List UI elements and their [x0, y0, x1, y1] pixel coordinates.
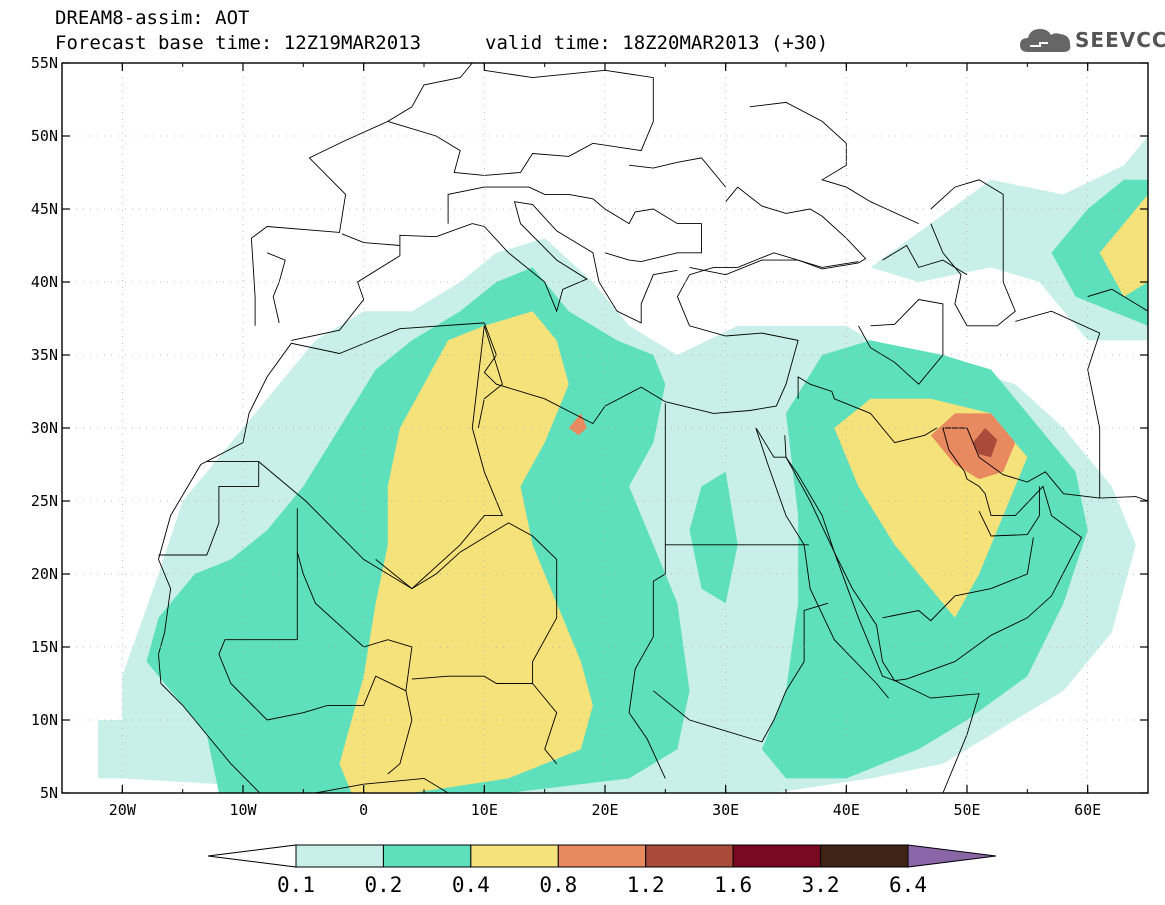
country-border	[978, 486, 1040, 537]
coastline	[755, 427, 889, 699]
country-border	[411, 675, 533, 684]
country-border	[882, 244, 968, 276]
colorbar-box	[820, 844, 909, 868]
x-tick-label: 10W	[229, 801, 257, 819]
country-border	[258, 461, 558, 765]
y-tick-label: 20N	[31, 565, 58, 583]
coastline	[291, 201, 678, 341]
coastline	[755, 427, 980, 793]
colorbar-label: 0.8	[539, 873, 577, 897]
country-border	[653, 602, 829, 743]
y-tick-label: 30N	[31, 419, 58, 437]
y-tick-label: 40N	[31, 273, 58, 291]
coastline	[942, 427, 1148, 502]
colorbar-box	[645, 844, 734, 868]
country-border	[218, 551, 413, 721]
aot-band-1.2-1.6	[973, 428, 998, 458]
y-tick-label: 55N	[31, 54, 58, 72]
colorbar-label: 3.2	[802, 873, 840, 897]
grid-lines	[62, 63, 1148, 793]
colorbar-low-triangle	[207, 844, 297, 868]
x-tick-label: 40E	[833, 801, 860, 819]
colorbar-label: 0.1	[277, 873, 315, 897]
y-tick-label: 5N	[40, 784, 58, 802]
aot-band-0.4-0.8	[339, 311, 593, 793]
y-tick-label: 50N	[31, 127, 58, 145]
coastline	[250, 63, 473, 326]
country-border	[341, 233, 400, 246]
forecast-base-time: Forecast base time: 12Z19MAR2013	[55, 32, 422, 54]
country-border	[749, 101, 919, 225]
coastline	[784, 427, 1083, 682]
country-border	[387, 69, 654, 176]
y-tick-label: 45N	[31, 200, 58, 218]
y-tick-label: 10N	[31, 711, 58, 729]
x-tick-label: 20E	[591, 801, 618, 819]
country-border	[858, 299, 944, 385]
country-border	[375, 325, 504, 590]
colorbar-box	[470, 844, 559, 868]
x-tick-label: 10E	[471, 801, 498, 819]
country-border	[628, 403, 666, 779]
seevccc-logo: SEEVCCC	[1018, 24, 1165, 58]
country-border	[387, 690, 413, 775]
country-border	[629, 157, 727, 188]
colorbar-box	[295, 844, 384, 868]
coastline	[158, 654, 450, 793]
x-tick-label: 60E	[1074, 801, 1101, 819]
y-tick-label: 35N	[31, 346, 58, 364]
colorbar-box	[557, 844, 647, 868]
coastline	[689, 186, 867, 276]
country-border	[882, 537, 1034, 622]
x-axis: 20W 10W 0 10E 20E 30E 40E 50E 60E	[61, 63, 1149, 819]
y-axis: 5N 10N 15N 20N 25N 30N 35N 40N 45N 50N 55N	[31, 54, 1148, 802]
country-border	[447, 186, 702, 225]
cloud-icon	[1020, 29, 1071, 52]
country-border	[797, 376, 938, 444]
coastline	[930, 179, 1016, 327]
colorbar-high-triangle	[907, 844, 997, 868]
colorbar-box	[382, 844, 472, 868]
coastline	[158, 252, 859, 655]
aot-band-0.4-0.8	[1099, 194, 1148, 297]
y-tick-label: 25N	[31, 492, 58, 510]
plot-title: DREAM8-assim: AOT	[55, 7, 250, 29]
x-tick-label: 0	[359, 801, 368, 819]
colorbar-box	[732, 844, 822, 868]
country-border	[1087, 288, 1148, 312]
colorbar-label: 0.4	[452, 873, 490, 897]
x-tick-label: 30E	[712, 801, 739, 819]
colorbar-label: 1.6	[714, 873, 752, 897]
y-tick-label: 15N	[31, 638, 58, 656]
aot-band-0.8-1.2	[568, 413, 587, 436]
valid-time: valid time: 18Z20MAR2013 (+30)	[485, 32, 829, 54]
aot-band-0.8-1.2	[930, 413, 1016, 480]
x-tick-label: 50E	[953, 801, 980, 819]
country-border	[604, 223, 702, 263]
x-tick-label: 20W	[109, 801, 137, 819]
colorbar-label: 0.2	[364, 873, 402, 897]
country-border	[1015, 310, 1101, 499]
colorbar-label: 6.4	[889, 873, 927, 897]
colorbar-label: 1.2	[627, 873, 665, 897]
logo-text: SEEVCCC	[1075, 28, 1165, 52]
